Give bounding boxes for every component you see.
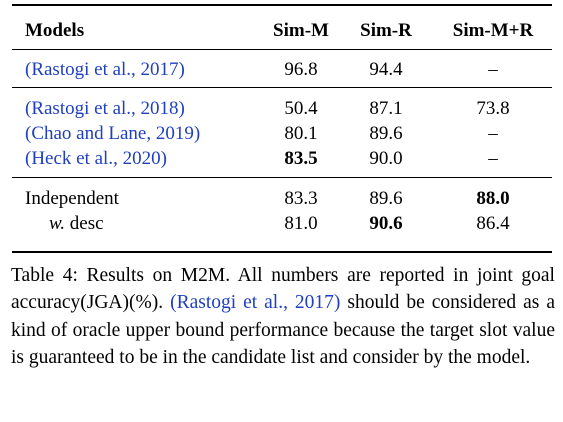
cell-sim-mr: – (488, 123, 498, 144)
row-model[interactable]: (Chao and Lane, 2019) (25, 123, 201, 144)
cell-sim-mr: – (488, 59, 498, 80)
table-row: (Chao and Lane, 2019) 80.1 89.6 – (0, 122, 563, 146)
cell-sim-mr-best: 88.0 (476, 188, 510, 209)
table-row: (Rastogi et al., 2017) 96.8 94.4 – (0, 58, 563, 82)
table-row: Independent 83.3 89.6 88.0 (0, 187, 563, 211)
table-group-rule (12, 87, 552, 88)
model-suffix: desc (65, 213, 104, 234)
table-header-row: Models Sim-M Sim-R Sim-M+R (0, 19, 563, 43)
cell-sim-r: 94.4 (369, 59, 403, 80)
cell-sim-m: 50.4 (284, 98, 318, 119)
cell-sim-mr: 86.4 (476, 213, 510, 234)
cell-sim-mr: 73.8 (476, 98, 510, 119)
cell-sim-mr: – (488, 148, 498, 169)
cell-sim-m: 83.3 (284, 188, 318, 209)
cell-sim-m: 96.8 (284, 59, 318, 80)
model-prefix: w. (49, 213, 66, 234)
row-model: w. desc (49, 212, 104, 236)
row-model[interactable]: (Rastogi et al., 2018) (25, 98, 185, 119)
cell-sim-r: 90.0 (369, 148, 403, 169)
table-group-rule (12, 177, 552, 178)
caption-text: Results on M2M. All numbers are reported… (11, 265, 555, 314)
caption-text-continued: should be considered as a kind of oracle… (11, 292, 555, 369)
table-top-rule (12, 4, 552, 6)
cell-sim-m-best: 83.5 (284, 148, 318, 169)
caption-label: Table 4: (11, 265, 78, 286)
cell-sim-r: 87.1 (369, 98, 403, 119)
header-sim-r: Sim-R (360, 20, 412, 41)
row-model[interactable]: (Rastogi et al., 2017) (25, 59, 185, 80)
cell-sim-m: 81.0 (284, 213, 318, 234)
table-row: w. desc 81.0 90.6 86.4 (0, 212, 563, 236)
header-sim-mr: Sim-M+R (452, 20, 534, 41)
table-row: (Rastogi et al., 2018) 50.4 87.1 73.8 (0, 97, 563, 121)
table-header-rule (12, 49, 552, 50)
table-bottom-rule (12, 251, 552, 253)
cell-sim-r-best: 90.6 (369, 213, 403, 234)
table-caption: Table 4: Results on M2M. All numbers are… (11, 262, 555, 372)
table-row: (Heck et al., 2020) 83.5 90.0 – (0, 147, 563, 171)
cell-sim-m: 80.1 (284, 123, 318, 144)
header-sim-m: Sim-M (273, 20, 329, 41)
header-models: Models (25, 20, 85, 41)
caption-citation-link[interactable]: (Rastogi et al., 2017) (170, 292, 341, 314)
cell-sim-r: 89.6 (369, 188, 403, 209)
cell-sim-r: 89.6 (369, 123, 403, 144)
row-model[interactable]: (Heck et al., 2020) (25, 148, 167, 169)
row-model: Independent (25, 188, 119, 209)
